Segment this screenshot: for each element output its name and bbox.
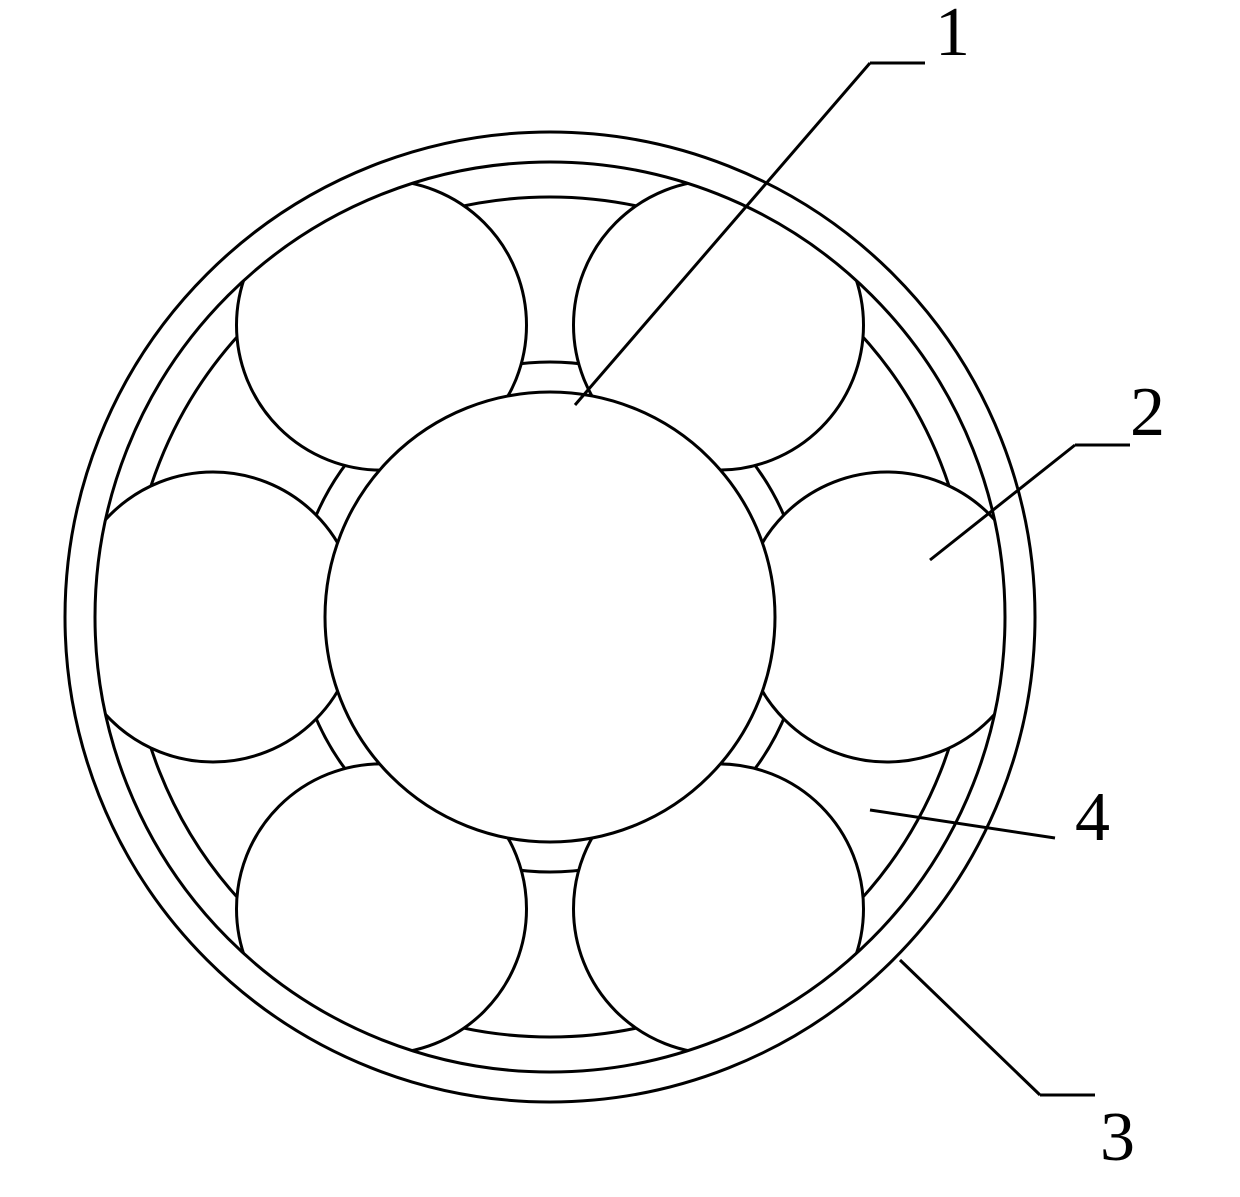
ball bbox=[68, 472, 358, 762]
label-4: 4 bbox=[1075, 779, 1110, 856]
inner-ring bbox=[325, 392, 775, 842]
label-1: 1 bbox=[935, 0, 970, 71]
label-2: 2 bbox=[1130, 374, 1165, 451]
label-3: 3 bbox=[1100, 1099, 1135, 1176]
